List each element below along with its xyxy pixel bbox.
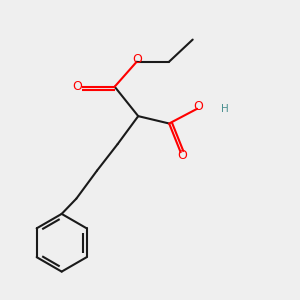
- Text: O: O: [178, 149, 187, 162]
- Text: O: O: [132, 53, 142, 66]
- Text: O: O: [72, 80, 82, 93]
- Text: H: H: [221, 104, 228, 114]
- Text: O: O: [193, 100, 203, 113]
